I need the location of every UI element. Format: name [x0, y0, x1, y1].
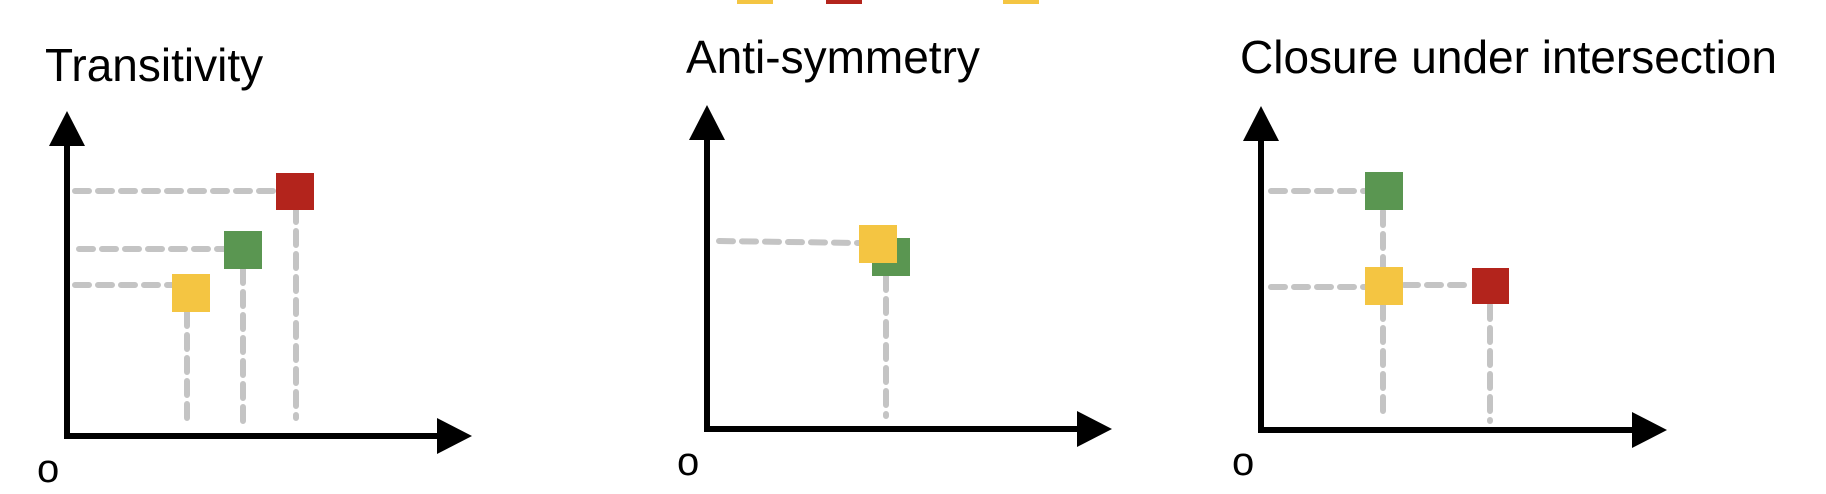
legend-swatch-2: [826, 0, 862, 4]
axes: [49, 111, 472, 454]
top-legend: [737, 0, 1039, 4]
green-square: [224, 231, 262, 269]
yellow-square: [172, 274, 210, 312]
origin-label: o: [1232, 440, 1254, 484]
panel-title: Closure under intersection: [1240, 31, 1777, 83]
x-axis-arrowhead: [437, 418, 472, 454]
axes: [689, 105, 1112, 447]
y-axis-arrowhead: [1243, 106, 1279, 141]
legend-swatch-1: [737, 0, 773, 4]
green-square: [1365, 172, 1403, 210]
panel-anti-symmetry: Anti-symmetry o: [677, 31, 1112, 484]
red-square: [276, 173, 314, 210]
panel-title: Transitivity: [45, 39, 263, 91]
guide-lines: [716, 238, 889, 419]
guide-line: [716, 238, 863, 246]
axis-lines: [1258, 137, 1635, 433]
yellow-square: [859, 225, 897, 263]
x-axis-arrowhead: [1632, 412, 1667, 448]
y-axis-arrowhead: [689, 105, 725, 140]
origin-label: o: [677, 440, 699, 484]
panel-closure-under-intersection: Closure under intersection o: [1232, 31, 1777, 484]
axes: [1243, 106, 1667, 448]
axis-lines: [64, 142, 440, 439]
panel-transitivity: Transitivity o: [37, 39, 472, 491]
axis-lines: [704, 136, 1080, 432]
legend-swatch-3: [1003, 0, 1039, 4]
yellow-square: [1365, 267, 1403, 305]
panel-title: Anti-symmetry: [686, 31, 980, 83]
y-axis-arrowhead: [49, 111, 85, 146]
guide-lines: [1268, 188, 1493, 424]
origin-label: o: [37, 447, 59, 491]
red-square: [1472, 268, 1509, 304]
guide-lines: [72, 188, 299, 427]
x-axis-arrowhead: [1077, 411, 1112, 447]
